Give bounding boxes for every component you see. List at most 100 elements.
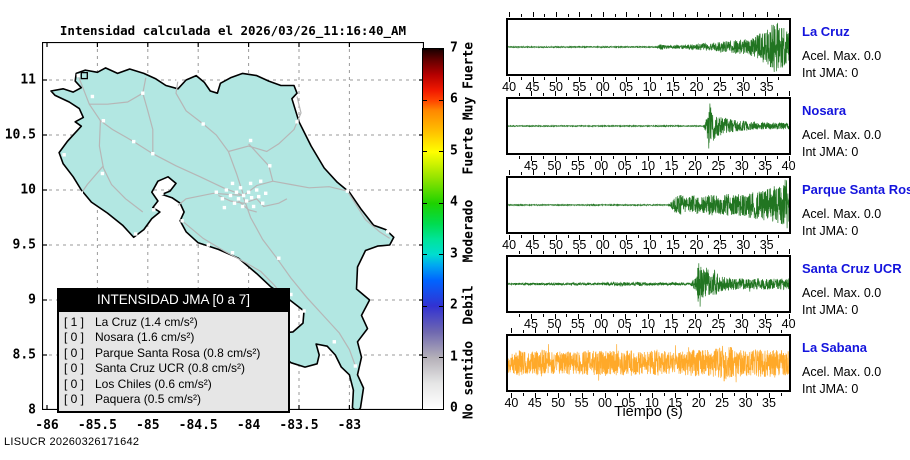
panel-tick bbox=[577, 91, 579, 96]
panel-time-tick-label: 50 bbox=[549, 80, 563, 94]
waveform-trace bbox=[508, 179, 789, 229]
panel-time-tick-label: 35 bbox=[759, 238, 774, 252]
colorbar-tick bbox=[423, 254, 427, 256]
station-jma-label: Int JMA: 0 bbox=[802, 145, 859, 159]
panel-tick bbox=[708, 77, 710, 80]
station-marker bbox=[234, 190, 239, 194]
panel-tick bbox=[755, 172, 756, 175]
panel-time-tick-label: 45 bbox=[525, 80, 540, 94]
road-line bbox=[218, 194, 288, 208]
station-marker bbox=[134, 232, 138, 236]
legend-station-row: [ 0 ] Paquera (0.5 cm/s²) bbox=[59, 392, 288, 407]
road-line bbox=[80, 165, 104, 194]
station-marker bbox=[386, 230, 390, 234]
panel-tick bbox=[542, 314, 544, 317]
colorbar-category-label: Fuerte bbox=[461, 127, 477, 175]
panel-tick bbox=[520, 235, 522, 238]
panel-tick bbox=[616, 330, 618, 333]
colorbar-number: 3 bbox=[450, 246, 458, 262]
panel-time-tick-label: 30 bbox=[734, 159, 749, 173]
station-marker bbox=[101, 119, 106, 123]
road-line bbox=[346, 190, 391, 239]
station-marker bbox=[230, 181, 235, 186]
panel-tick bbox=[776, 314, 778, 317]
panel-tick bbox=[509, 235, 511, 240]
panel-tick bbox=[544, 77, 546, 80]
seismogram-panel-la-cruz bbox=[506, 18, 791, 76]
panel-tick bbox=[778, 14, 780, 17]
panel-time-tick-label: 00 bbox=[595, 238, 610, 252]
intensity-legend-rows: [ 1 ] La Cruz (1.4 cm/s²) [ 0 ] Nosara (1.6… bbox=[59, 312, 288, 411]
panel-tick bbox=[509, 170, 511, 175]
station-marker bbox=[244, 199, 249, 203]
panel-tick bbox=[663, 330, 665, 333]
colorbar-tick bbox=[439, 408, 443, 410]
waveform-trace bbox=[508, 103, 789, 149]
station-marker bbox=[277, 256, 281, 260]
station-jma-label: Int JMA: 0 bbox=[802, 224, 859, 238]
station-marker bbox=[100, 171, 105, 176]
panel-tick bbox=[626, 235, 628, 240]
panel-tick bbox=[624, 156, 626, 161]
panel-time-tick-label: 10 bbox=[641, 159, 656, 173]
panel-tick bbox=[730, 251, 732, 254]
station-accel-label: Acel. Max. 0.0 bbox=[802, 128, 882, 142]
map-x-tick-label: -83.5 bbox=[279, 418, 319, 433]
panel-time-tick-label: 20 bbox=[689, 238, 704, 252]
panel-tick bbox=[718, 156, 720, 161]
station-marker bbox=[176, 78, 180, 82]
panel-tick bbox=[651, 393, 653, 398]
panel-tick bbox=[624, 249, 626, 254]
panel-tick bbox=[683, 314, 685, 317]
panel-tick bbox=[661, 172, 663, 175]
panel-tick bbox=[675, 328, 677, 333]
panel-tick bbox=[778, 77, 780, 80]
panel-tick bbox=[757, 393, 759, 396]
panel-tick bbox=[766, 170, 768, 175]
footer-credit: LISUCR 20260326171642 bbox=[4, 436, 140, 448]
map-y-tick-label: 8.5 bbox=[12, 347, 36, 363]
map-x-tick-label: -85.5 bbox=[77, 418, 117, 433]
station-marker bbox=[302, 309, 306, 313]
panel-tick bbox=[683, 93, 685, 96]
colorbar-tick bbox=[439, 99, 443, 101]
panel-tick bbox=[542, 93, 544, 96]
panel-time-tick-label: 55 bbox=[570, 317, 585, 331]
panel-time-tick-label: 30 bbox=[736, 238, 751, 252]
panel-tick bbox=[743, 77, 745, 82]
panel-tick bbox=[554, 249, 556, 254]
panel-tick bbox=[602, 77, 604, 82]
colorbar-tick bbox=[423, 305, 427, 307]
panel-tick bbox=[731, 77, 733, 80]
colorbar-number: 5 bbox=[450, 143, 458, 159]
panel-tick bbox=[544, 14, 546, 17]
panel-time-tick-label: 45 bbox=[524, 159, 538, 173]
panel-tick bbox=[531, 249, 532, 254]
panel-tick bbox=[579, 77, 581, 82]
road-line bbox=[228, 96, 302, 153]
panel-time-tick-label: 00 bbox=[594, 317, 609, 331]
map-y-tick-label: 11 bbox=[20, 72, 36, 88]
panel-tick bbox=[765, 91, 767, 96]
panel-tick bbox=[640, 330, 642, 333]
panel-tick bbox=[613, 314, 614, 317]
panel-tick bbox=[616, 393, 618, 396]
panel-tick bbox=[776, 251, 778, 254]
legend-station-label: Parque Santa Rosa (0.8 cm/s²) bbox=[95, 345, 261, 360]
panel-tick bbox=[556, 77, 557, 82]
panel-tick bbox=[531, 91, 532, 96]
legend-jma-value: [ 0 ] bbox=[64, 330, 85, 345]
panel-tick bbox=[648, 91, 650, 96]
map-x-tick-label: -84.5 bbox=[178, 418, 218, 433]
station-accel-label: Acel. Max. 0.0 bbox=[802, 365, 882, 379]
time-axis-label: Tiempo (s) bbox=[614, 404, 683, 420]
panel-tick bbox=[577, 314, 579, 319]
panel-tick bbox=[649, 12, 651, 17]
map-x-tick-label: -86 bbox=[35, 418, 59, 433]
seismogram-panel-parque-santa-rosa bbox=[506, 176, 791, 234]
panel-tick bbox=[753, 314, 755, 317]
panel-time-tick-label: 20 bbox=[688, 317, 702, 331]
panel-tick bbox=[593, 393, 595, 396]
legend-jma-value: [ 0 ] bbox=[64, 361, 85, 376]
panel-tick bbox=[577, 249, 579, 254]
